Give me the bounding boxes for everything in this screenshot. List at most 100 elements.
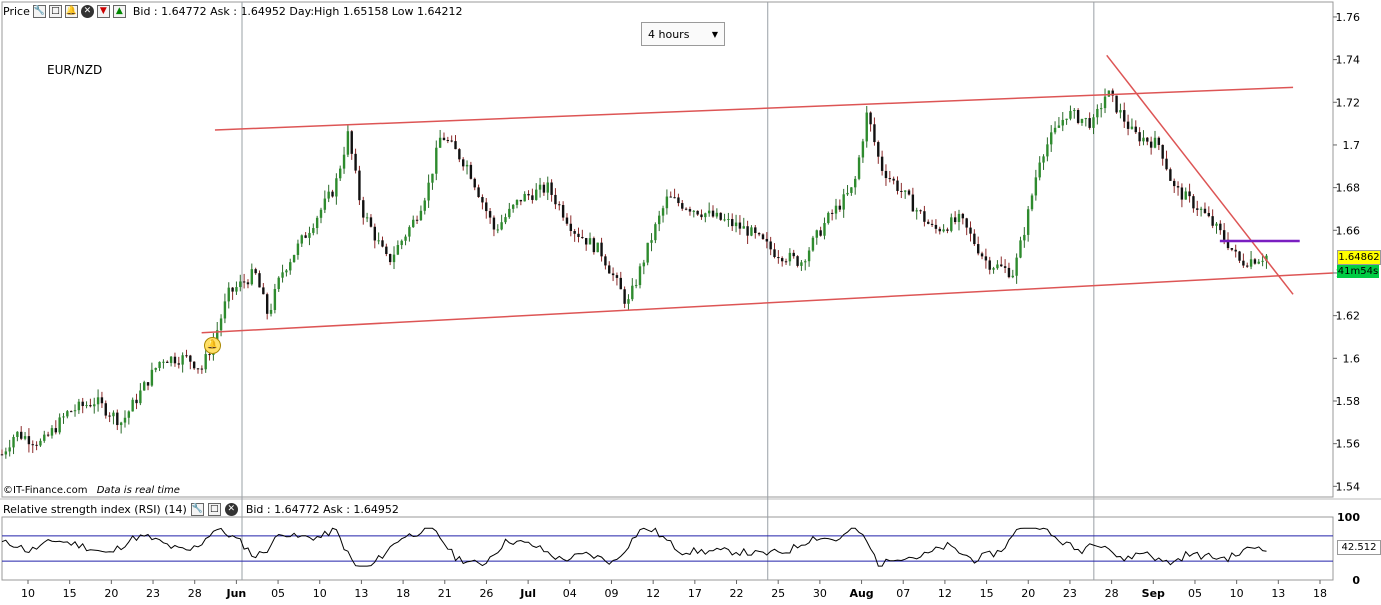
candle-body <box>265 294 269 314</box>
candle-body <box>642 262 646 267</box>
candle-body <box>715 212 719 217</box>
chart-toolbar: Price 🔧 □ 🔔 ✕ ▼ ▲ Bid : 1.64772 Ask : 1.… <box>0 0 462 22</box>
candle-body <box>531 195 534 200</box>
candle-body <box>596 242 599 253</box>
candle-body <box>454 141 457 150</box>
candle-body <box>619 277 622 290</box>
candle-body <box>973 233 976 245</box>
candle-body <box>185 355 188 357</box>
candle-body <box>627 299 630 304</box>
candle-body <box>903 190 907 192</box>
candle-body <box>100 397 104 404</box>
candle-body <box>688 209 692 212</box>
trendline <box>1106 54 1294 295</box>
candle-body <box>854 178 857 188</box>
candle-body <box>923 211 926 222</box>
candle-body <box>23 436 27 439</box>
candle-body <box>511 204 515 209</box>
maximize-icon[interactable]: □ <box>48 4 62 18</box>
x-tick-label: 04 <box>563 587 577 600</box>
candle-body <box>108 415 111 417</box>
candle-body <box>915 210 918 212</box>
candle-body <box>12 436 15 448</box>
candle-body <box>573 231 576 234</box>
candle-body <box>269 309 273 314</box>
candle-body <box>738 222 742 229</box>
candle-body <box>58 417 61 433</box>
candle-body <box>365 217 369 219</box>
rsi-header: Relative strength index (RSI) (14) 🔧 □ ✕… <box>3 503 399 516</box>
x-tick-label: 05 <box>271 587 285 600</box>
candle-body <box>734 222 738 227</box>
candle-body <box>611 273 615 276</box>
alert-bell-icon[interactable]: 🔔 <box>204 337 221 354</box>
candle-body <box>696 210 699 215</box>
candle-body <box>273 289 277 310</box>
candle-body <box>158 361 161 368</box>
candle-body <box>938 228 941 232</box>
candle-body <box>1138 132 1141 142</box>
candle-body <box>323 198 327 210</box>
candle-body <box>250 269 254 285</box>
candle-body <box>681 203 684 209</box>
candle-body <box>727 218 730 220</box>
candle-body <box>73 410 77 412</box>
candle-body <box>354 153 357 171</box>
candle-body <box>777 257 780 259</box>
x-tick-label: Aug <box>849 587 873 600</box>
candle-body <box>896 180 899 191</box>
candle-body <box>308 232 311 238</box>
candle-body <box>292 254 296 263</box>
price-tick-label: 1.54 <box>1336 480 1361 493</box>
x-tick-label: 30 <box>813 587 827 600</box>
candle-body <box>4 451 8 455</box>
symbol-label: EUR/NZD <box>47 63 103 77</box>
buy-arrow-icon[interactable]: ▲ <box>112 4 126 18</box>
candle-body <box>362 200 365 218</box>
candle-body <box>35 444 38 446</box>
candle-body <box>112 412 115 417</box>
wrench-icon[interactable]: 🔧 <box>190 503 204 516</box>
candle-body <box>254 269 257 274</box>
candle-body <box>473 178 476 188</box>
candle-body <box>281 272 284 278</box>
wrench-icon[interactable]: 🔧 <box>32 4 46 18</box>
candle-body <box>761 234 765 239</box>
candle-body <box>604 256 607 266</box>
x-tick-label: 18 <box>396 587 410 600</box>
rsi-frame <box>1 516 1334 581</box>
candle-body <box>62 416 65 418</box>
candle-body <box>181 355 184 365</box>
close-icon[interactable]: ✕ <box>224 503 238 516</box>
close-icon[interactable]: ✕ <box>80 4 94 18</box>
x-tick-label: 10 <box>21 587 35 600</box>
candle-body <box>1242 260 1245 266</box>
candle-body <box>392 254 396 263</box>
candle-body <box>1249 259 1253 267</box>
candle-body <box>146 382 150 386</box>
candle-body <box>1261 260 1264 262</box>
candle-body <box>1196 208 1199 210</box>
bell-icon[interactable]: 🔔 <box>64 4 78 18</box>
candle-body <box>54 428 58 433</box>
candle-body <box>450 140 453 142</box>
candle-body <box>1169 169 1172 181</box>
sell-arrow-icon[interactable]: ▼ <box>96 4 110 18</box>
candle-body <box>1038 162 1041 178</box>
price-tick-label: 1.62 <box>1336 310 1361 323</box>
candle-body <box>1211 216 1214 226</box>
candle-body <box>888 178 892 180</box>
candle-body <box>131 399 134 412</box>
candle-body <box>431 173 434 183</box>
candle-body <box>1130 126 1134 129</box>
maximize-icon[interactable]: □ <box>207 503 221 516</box>
candle-body <box>977 244 980 254</box>
candle-body <box>942 229 945 232</box>
price-tick-label: 1.74 <box>1336 54 1361 67</box>
candle-body <box>404 236 407 241</box>
timeframe-select[interactable]: 4 hours ▼ <box>641 22 725 46</box>
x-tick-label: 17 <box>688 587 702 600</box>
candle-body <box>827 212 830 224</box>
candle-body <box>750 227 753 236</box>
